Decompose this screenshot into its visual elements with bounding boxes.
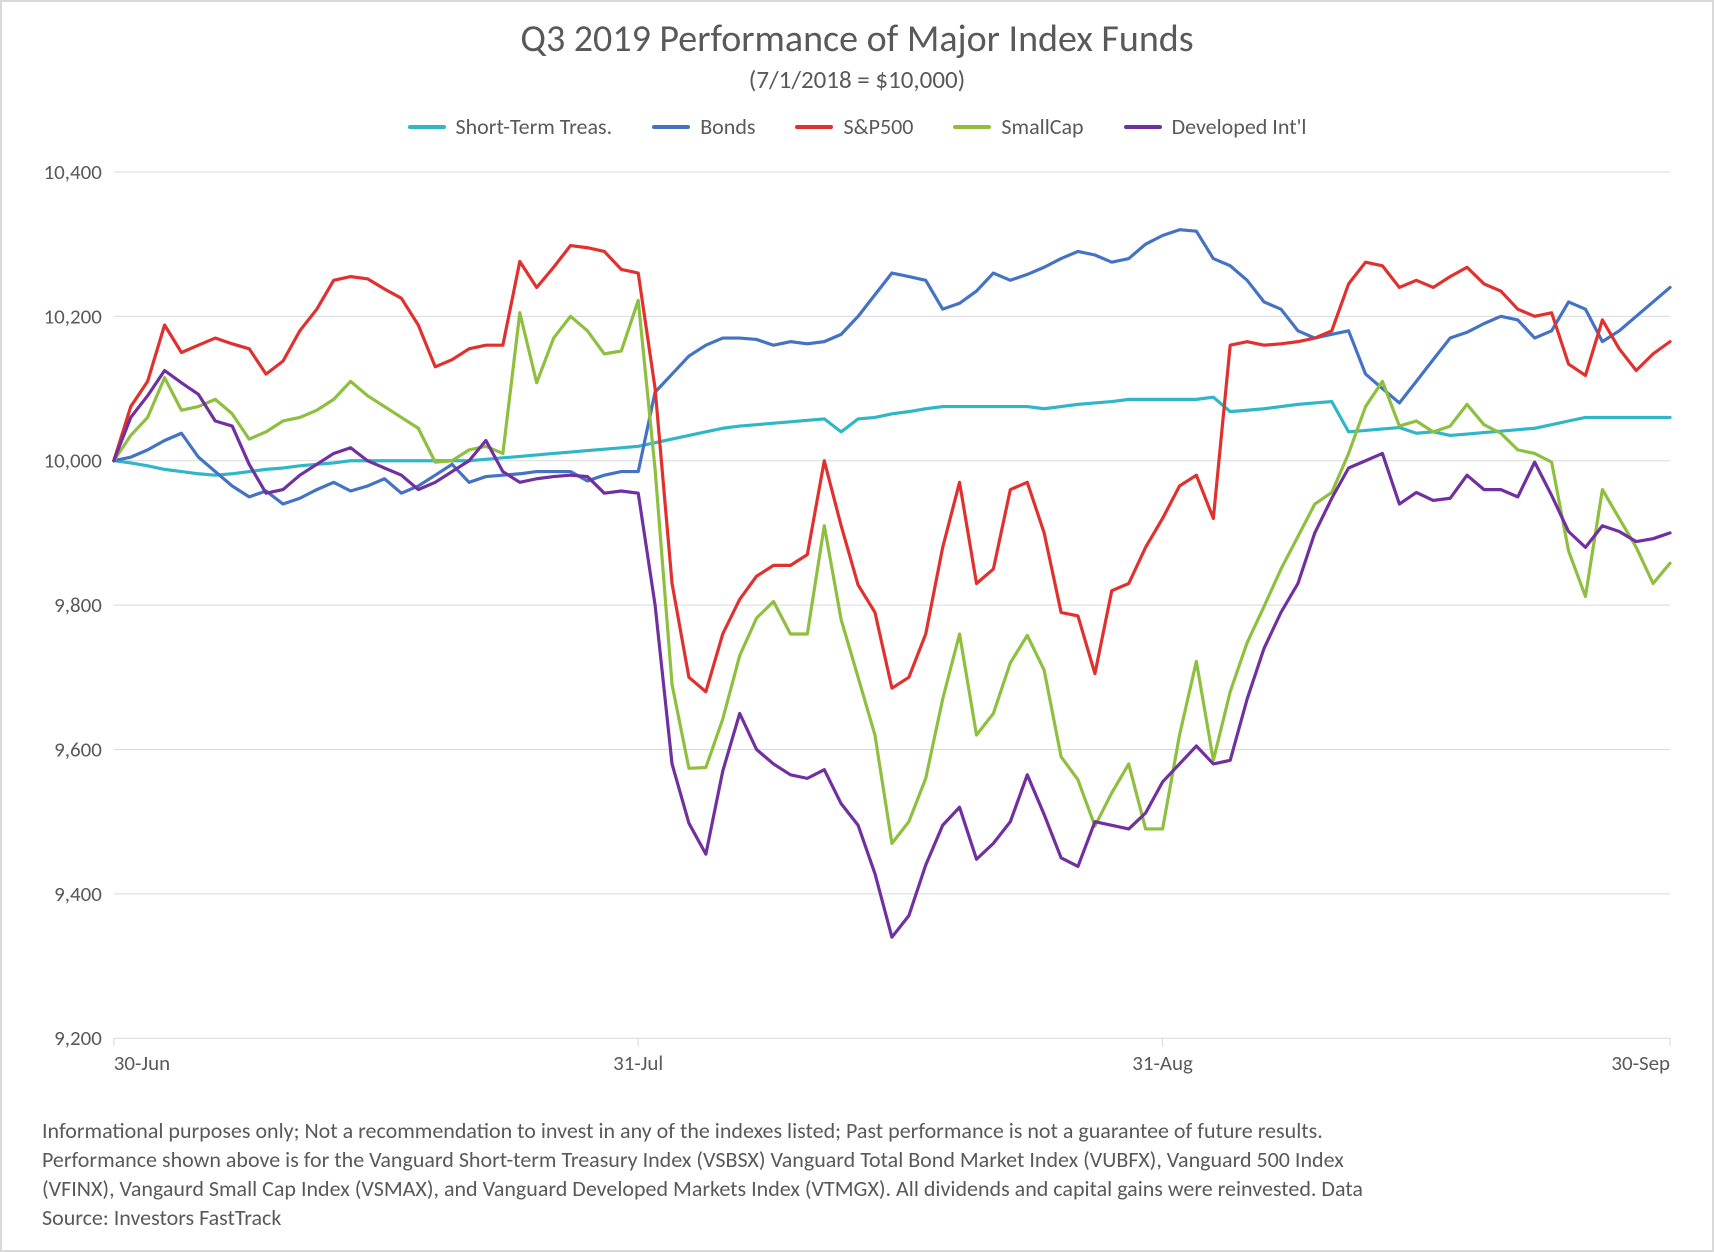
legend-swatch-sp500 <box>795 125 833 129</box>
series-line-stt <box>114 397 1670 475</box>
footer-line-0: Informational purposes only; Not a recom… <box>42 1116 1672 1145</box>
legend-swatch-smallcap <box>953 125 991 129</box>
legend-label-bonds: Bonds <box>700 113 755 140</box>
y-tick-label: 9,800 <box>54 592 102 618</box>
legend-item-sp500: S&P500 <box>795 113 913 140</box>
legend-item-bonds: Bonds <box>652 113 755 140</box>
legend-item-stt: Short-Term Treas. <box>408 113 613 140</box>
y-tick-label: 10,200 <box>44 303 103 329</box>
x-tick-label: 30-Sep <box>1611 1050 1670 1076</box>
chart-frame: Q3 2019 Performance of Major Index Funds… <box>0 0 1714 1252</box>
legend-label-devintl: Developed Int'l <box>1172 113 1307 140</box>
legend-swatch-devintl <box>1124 125 1162 129</box>
series-line-devintl <box>114 371 1670 938</box>
footer-line-2: (VFINX), Vangaurd Small Cap Index (VSMAX… <box>42 1174 1672 1203</box>
x-tick-label: 30-Jun <box>114 1050 170 1076</box>
footer-line-1: Performance shown above is for the Vangu… <box>42 1145 1672 1174</box>
chart-legend: Short-Term Treas. Bonds S&P500 SmallCap Deve… <box>2 113 1712 140</box>
chart-subtitle: (7/1/2018 = $10,000) <box>2 64 1712 95</box>
y-tick-label: 9,400 <box>54 881 102 907</box>
chart-footer: Informational purposes only; Not a recom… <box>42 1116 1672 1232</box>
series-line-bonds <box>114 230 1670 504</box>
x-tick-label: 31-Aug <box>1132 1050 1193 1076</box>
series-line-sp500 <box>114 246 1670 692</box>
footer-line-3: Source: Investors FastTrack <box>42 1203 1672 1232</box>
legend-item-devintl: Developed Int'l <box>1124 113 1307 140</box>
legend-label-stt: Short-Term Treas. <box>456 113 613 140</box>
chart-title: Q3 2019 Performance of Major Index Funds <box>2 16 1712 62</box>
legend-label-smallcap: SmallCap <box>1001 113 1083 140</box>
series-line-smallcap <box>114 300 1670 843</box>
y-tick-label: 9,200 <box>54 1025 102 1051</box>
y-tick-label: 10,400 <box>44 162 103 185</box>
legend-swatch-stt <box>408 125 446 129</box>
plot-svg: 9,200 9,400 9,600 9,800 10,000 10,200 10,400 30… <box>34 162 1680 1100</box>
legend-swatch-bonds <box>652 125 690 129</box>
plot-area: 9,200 9,400 9,600 9,800 10,000 10,200 10,400 30… <box>34 162 1680 1100</box>
legend-label-sp500: S&P500 <box>843 113 913 140</box>
y-tick-label: 9,600 <box>54 736 102 762</box>
x-tick-label: 31-Jul <box>613 1050 663 1076</box>
y-tick-label: 10,000 <box>44 448 103 474</box>
legend-item-smallcap: SmallCap <box>953 113 1083 140</box>
